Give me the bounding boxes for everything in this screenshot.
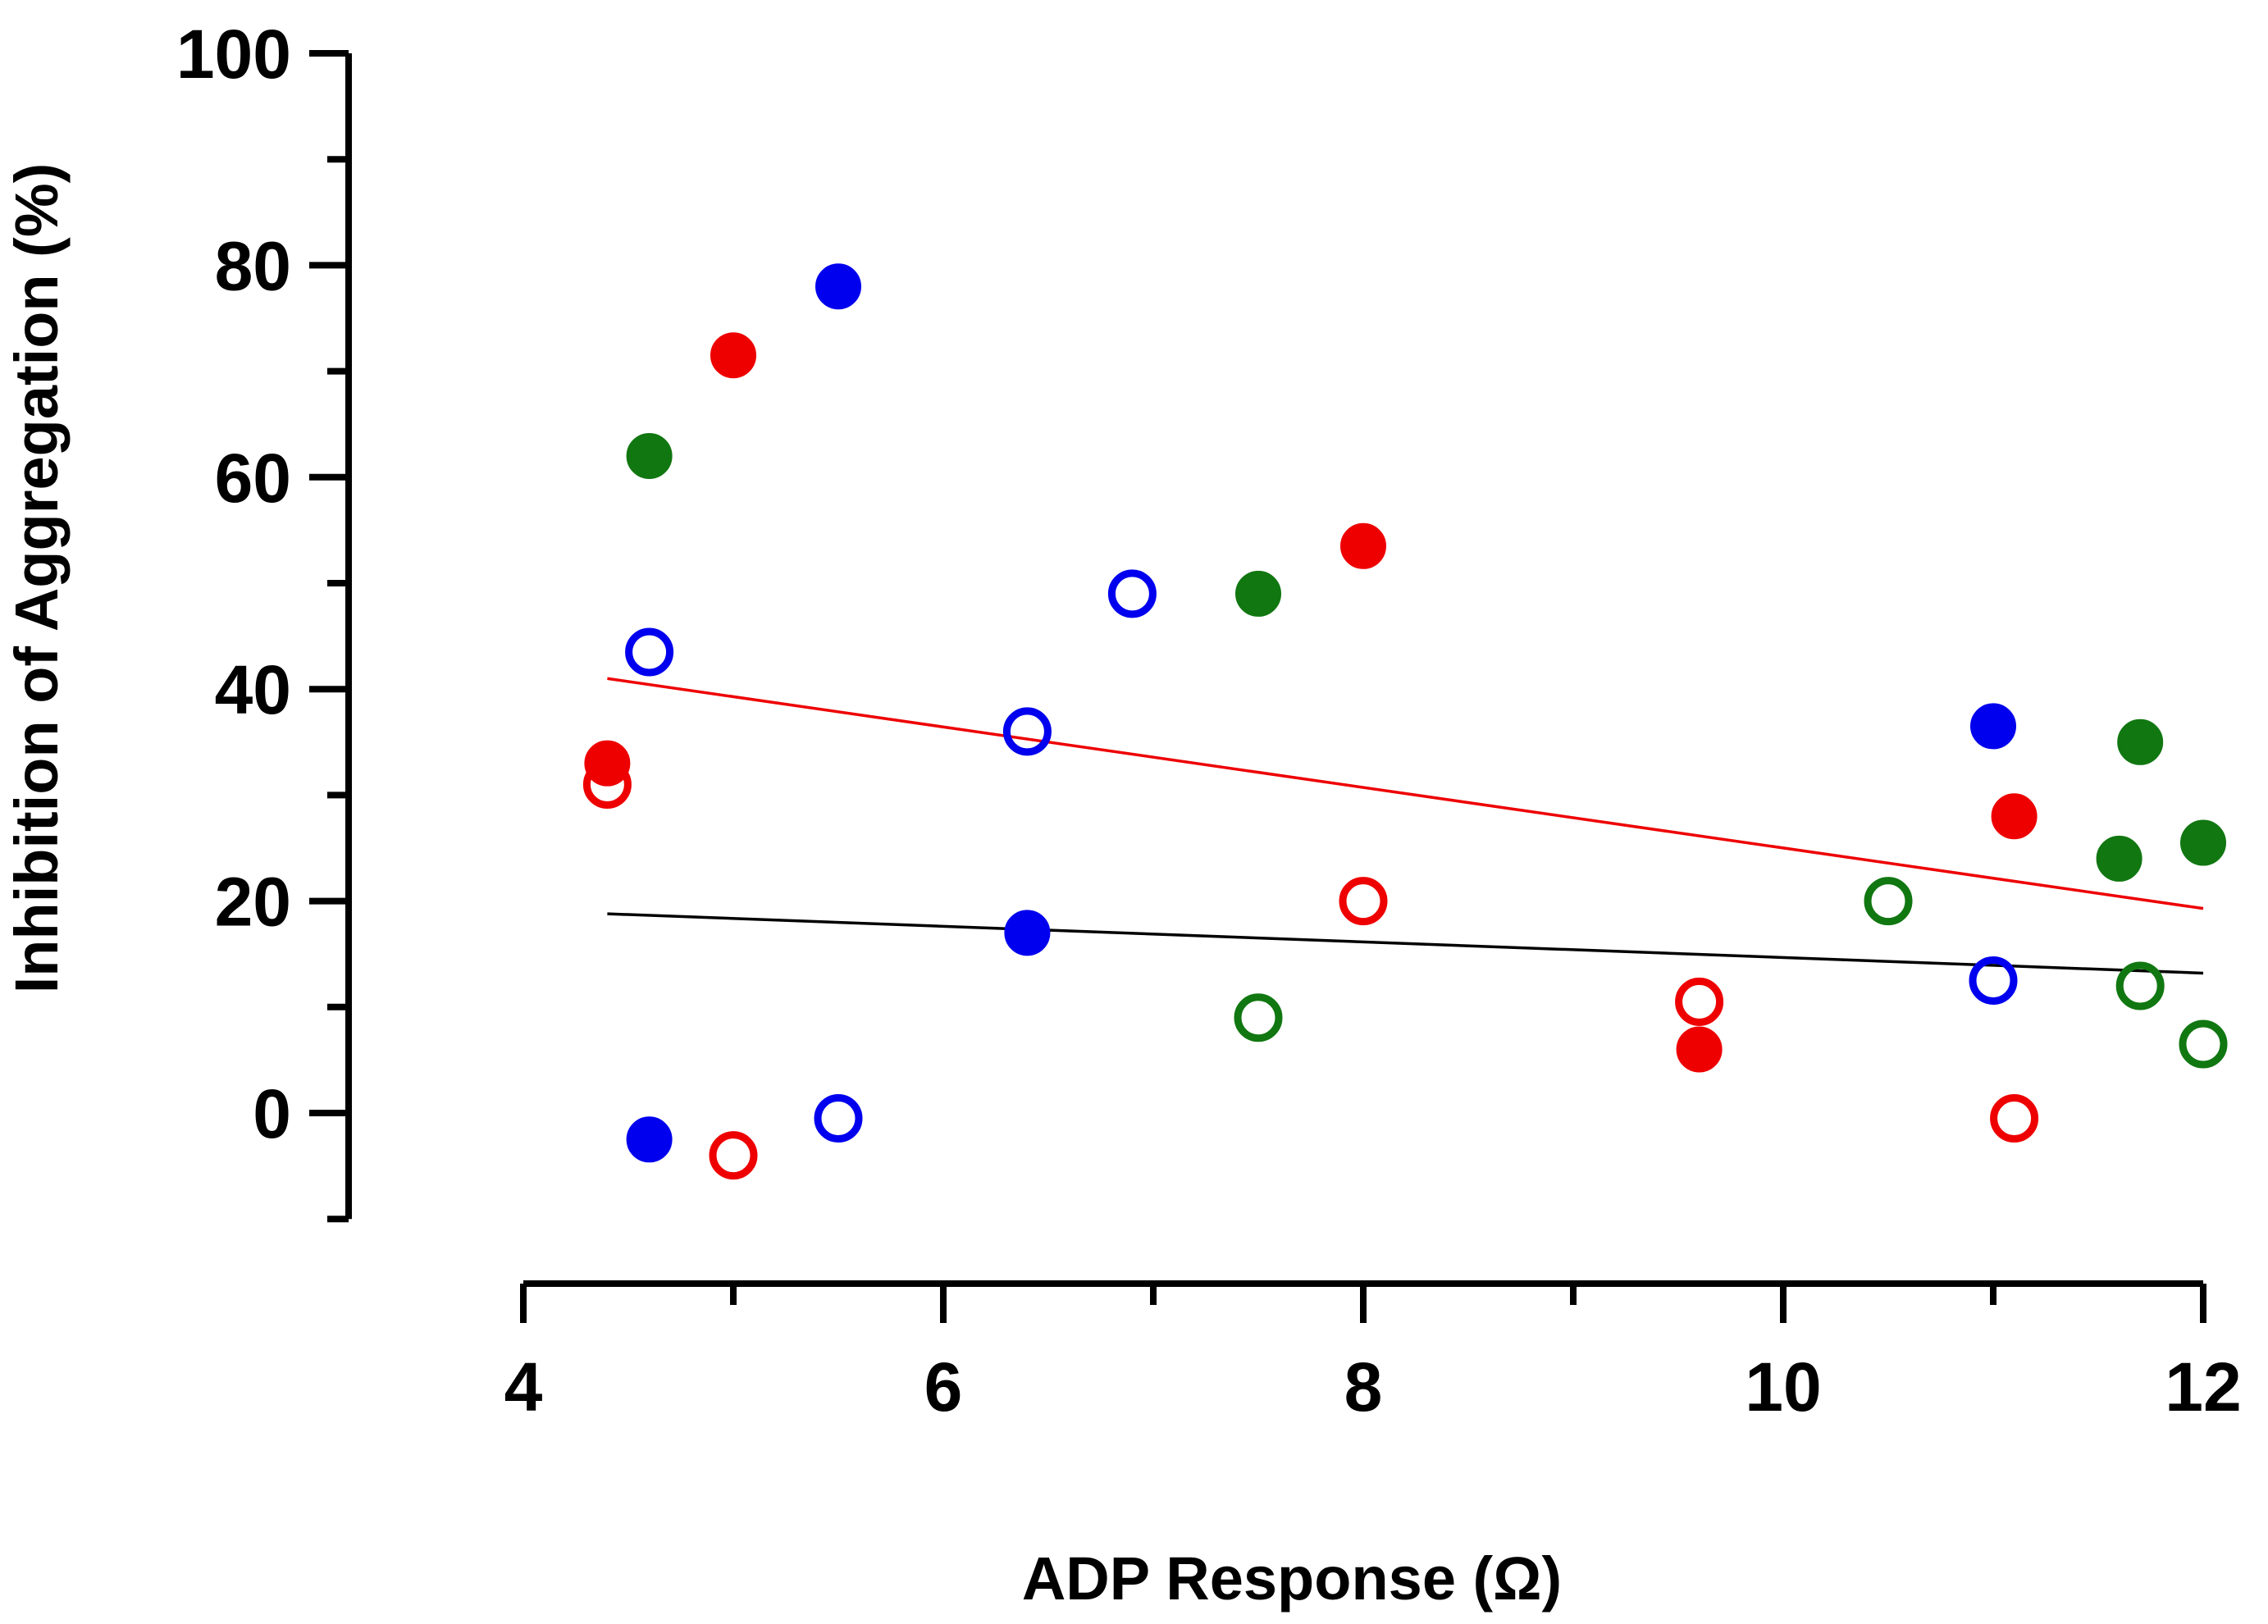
x-tick-label: 8 <box>1344 1348 1383 1426</box>
x-tick-label: 10 <box>1745 1348 1821 1426</box>
y-tick-label: 100 <box>176 16 291 93</box>
blue-filled-point <box>1970 703 2016 750</box>
x-axis: 4 6 8 10 12 <box>504 1280 2242 1426</box>
red-filled-point <box>1340 522 1386 569</box>
y-axis-label: Inhibition of Aggregation (%) <box>2 163 71 994</box>
x-tick-label: 12 <box>2165 1348 2241 1426</box>
data-points <box>582 263 2228 1180</box>
y-tick-label: 80 <box>215 227 291 304</box>
y-tick-label: 60 <box>215 440 291 517</box>
blue-open-point <box>814 1093 863 1143</box>
blue-open-point <box>625 627 674 677</box>
green-open-point <box>1234 993 1283 1042</box>
red-open-point <box>1990 1093 2039 1143</box>
red-filled-point <box>1676 1026 1723 1073</box>
red-open-point <box>709 1131 758 1180</box>
green-open-point <box>1864 877 1913 926</box>
green-filled-point <box>2180 819 2226 866</box>
blue-filled-point <box>626 1116 673 1163</box>
black-trend-line <box>607 912 2204 975</box>
red-open-point <box>1675 977 1724 1026</box>
blue-open-point <box>1002 707 1052 756</box>
green-filled-point <box>1235 570 1281 617</box>
red-open-point <box>1339 877 1388 926</box>
red-filled-point <box>1991 793 2038 840</box>
blue-open-point <box>1107 569 1157 618</box>
blue-filled-point <box>1004 910 1051 956</box>
green-open-point <box>2179 1020 2228 1069</box>
x-tick-label: 6 <box>924 1348 963 1426</box>
green-filled-point <box>2096 835 2143 882</box>
green-open-point <box>2115 961 2165 1010</box>
green-filled-point <box>626 432 673 479</box>
blue-filled-point <box>815 263 861 310</box>
y-tick-label: 20 <box>215 864 291 941</box>
y-axis: 0 20 40 60 80 100 <box>176 16 352 1223</box>
red-trend-line <box>607 677 2204 910</box>
x-axis-label: ADP Response (Ω) <box>1022 1544 1562 1613</box>
green-filled-point <box>2117 718 2164 765</box>
y-tick-label: 0 <box>253 1075 291 1152</box>
y-tick-label: 40 <box>215 651 291 728</box>
trend-lines <box>607 677 2204 975</box>
blue-open-point <box>1969 956 2018 1005</box>
x-tick-label: 4 <box>504 1348 543 1426</box>
red-open-point <box>582 760 632 809</box>
red-filled-point <box>710 332 756 379</box>
